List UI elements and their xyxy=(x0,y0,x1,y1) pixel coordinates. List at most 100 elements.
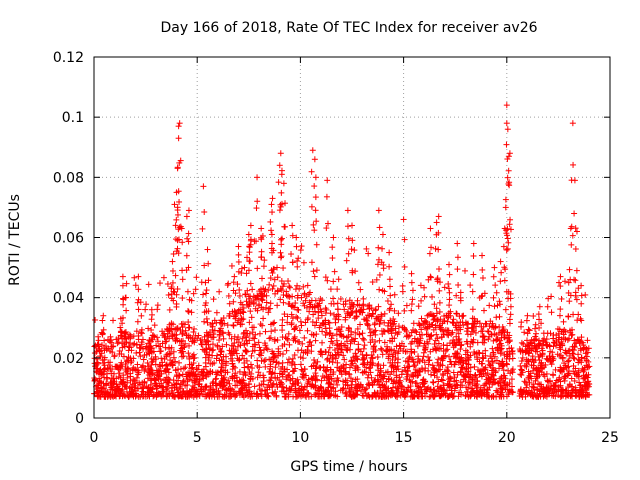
data-point xyxy=(279,363,286,370)
data-point xyxy=(386,276,393,283)
data-point xyxy=(297,361,304,368)
data-point xyxy=(132,282,139,289)
data-point xyxy=(342,314,349,321)
data-point xyxy=(295,307,302,314)
data-point xyxy=(313,241,320,248)
data-point xyxy=(479,266,486,273)
data-point xyxy=(497,340,504,347)
data-point xyxy=(502,386,509,393)
data-point xyxy=(186,353,193,360)
data-point xyxy=(164,281,171,288)
data-point xyxy=(199,225,206,232)
data-point xyxy=(272,364,279,371)
data-point xyxy=(585,358,592,365)
data-point xyxy=(274,302,281,309)
data-point xyxy=(291,352,298,359)
data-point xyxy=(476,358,483,365)
data-point xyxy=(493,337,500,344)
data-point xyxy=(503,141,510,148)
data-point xyxy=(386,249,393,256)
data-point xyxy=(586,363,593,370)
data-point xyxy=(319,328,326,335)
data-point xyxy=(426,250,433,257)
data-point xyxy=(293,313,300,320)
data-point xyxy=(224,282,231,289)
data-point xyxy=(387,292,394,299)
data-point xyxy=(260,374,267,381)
y-axis-label: ROTI / TECUs xyxy=(7,194,23,286)
data-point xyxy=(566,335,573,342)
data-point xyxy=(433,310,440,317)
data-point xyxy=(93,355,100,362)
data-point xyxy=(455,281,462,288)
data-point xyxy=(352,381,359,388)
data-point xyxy=(254,174,261,181)
data-point xyxy=(174,164,181,171)
data-point xyxy=(357,286,364,293)
data-point xyxy=(282,223,289,230)
data-point xyxy=(234,355,241,362)
data-point xyxy=(434,359,441,366)
data-point xyxy=(449,383,456,390)
data-point xyxy=(158,355,165,362)
data-point xyxy=(294,258,301,265)
data-point xyxy=(334,286,341,293)
data-point xyxy=(481,307,488,314)
data-point xyxy=(563,350,570,357)
data-point xyxy=(494,336,501,343)
data-point xyxy=(238,265,245,272)
data-point xyxy=(175,236,182,243)
data-point xyxy=(351,247,358,254)
data-point xyxy=(386,263,393,270)
data-point xyxy=(450,369,457,376)
data-point xyxy=(229,373,236,380)
data-point xyxy=(450,344,457,351)
data-point xyxy=(544,303,551,310)
data-point xyxy=(578,292,585,299)
data-point xyxy=(470,271,477,278)
data-point xyxy=(183,252,190,259)
x-axis-label: GPS time / hours xyxy=(290,459,407,475)
data-point xyxy=(230,322,237,329)
data-point xyxy=(464,338,471,345)
data-point xyxy=(509,383,516,390)
data-point xyxy=(277,150,284,157)
data-point xyxy=(505,367,512,374)
data-point xyxy=(165,369,172,376)
data-point xyxy=(133,349,140,356)
data-point xyxy=(464,331,471,338)
data-point xyxy=(425,353,432,360)
data-point xyxy=(202,290,209,297)
data-point xyxy=(288,303,295,310)
data-point xyxy=(235,251,242,258)
data-point xyxy=(135,273,142,280)
data-point xyxy=(277,249,284,256)
data-point xyxy=(454,371,461,378)
data-point xyxy=(285,278,292,285)
data-point xyxy=(504,361,511,368)
data-point xyxy=(371,328,378,335)
data-point xyxy=(502,306,509,313)
data-point xyxy=(355,346,362,353)
data-point xyxy=(570,161,577,168)
data-point xyxy=(572,277,579,284)
data-point xyxy=(578,354,585,361)
data-point xyxy=(415,303,422,310)
data-point xyxy=(215,388,222,395)
data-point xyxy=(436,287,443,294)
data-point xyxy=(312,194,319,201)
data-point xyxy=(258,225,265,232)
data-point xyxy=(429,362,436,369)
data-point xyxy=(280,384,287,391)
data-point xyxy=(274,374,281,381)
data-point xyxy=(378,311,385,318)
data-point xyxy=(521,329,528,336)
data-point xyxy=(268,328,275,335)
data-point xyxy=(209,334,216,341)
data-point xyxy=(407,340,414,347)
data-point xyxy=(186,324,193,331)
data-point xyxy=(256,382,263,389)
data-point xyxy=(571,210,578,217)
data-point xyxy=(391,291,398,298)
data-point xyxy=(311,273,318,280)
